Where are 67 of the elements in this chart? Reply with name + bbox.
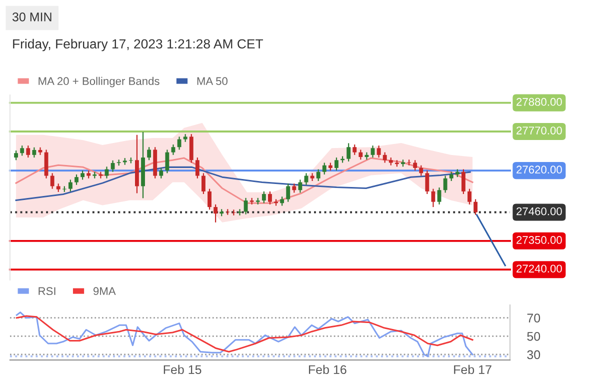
candlestick <box>468 188 472 205</box>
candlestick <box>208 188 212 210</box>
candlestick <box>449 171 454 182</box>
ref-line-label: 27620.00 <box>516 166 562 174</box>
legend-label: RSI <box>38 287 56 296</box>
legend-label: 9MA <box>93 287 116 296</box>
candlestick <box>334 156 338 172</box>
candlestick <box>26 144 30 158</box>
candlestick <box>280 196 284 206</box>
candlestick <box>437 186 442 205</box>
candlestick <box>443 175 448 194</box>
ref-line-label: 27880.00 <box>516 98 562 106</box>
legend-label: MA 20 + Bollinger Bands <box>38 76 160 88</box>
candlestick <box>322 162 326 176</box>
candlestick <box>147 146 152 161</box>
chart-subtitle: 30 MIN <box>12 12 52 22</box>
candlestick <box>425 170 430 195</box>
y-tick-label: 50 <box>527 332 540 341</box>
candlestick <box>50 172 54 190</box>
y-tick-label: 30 <box>527 350 540 360</box>
candlestick <box>382 152 387 164</box>
candlestick <box>20 144 24 156</box>
candlestick <box>195 156 200 179</box>
x-tick-label: Feb 16 <box>308 364 346 374</box>
candlestick <box>346 142 351 162</box>
ref-line-label: 27460.00 <box>516 207 562 216</box>
candlestick <box>298 179 302 194</box>
candlestick <box>189 134 194 164</box>
candlestick <box>316 168 320 182</box>
candlestick <box>364 152 369 160</box>
candlestick <box>262 190 266 204</box>
candlestick <box>268 190 272 205</box>
candlestick <box>165 149 170 174</box>
candlestick <box>171 144 176 156</box>
candlestick <box>202 172 206 195</box>
legend-label: MA 50 <box>197 77 228 86</box>
candlestick <box>159 167 164 179</box>
y-tick-label: 70 <box>527 314 540 322</box>
candlestick <box>413 160 418 172</box>
text: Friday, February 17, 2023 1:21:28 AM CET <box>13 38 264 52</box>
candlestick <box>474 198 478 216</box>
ref-line-label: 27770.00 <box>516 126 562 134</box>
ref-line-label: 27240.00 <box>516 264 562 273</box>
x-tick-label: Feb 15 <box>164 364 202 374</box>
candlestick <box>244 197 248 215</box>
candlestick <box>68 179 72 192</box>
candlestick <box>80 170 85 180</box>
candlestick <box>461 168 466 195</box>
candlestick <box>32 146 36 158</box>
x-tick-label: Feb 17 <box>454 364 492 374</box>
candlestick <box>232 209 236 216</box>
candlestick <box>376 144 381 158</box>
ref-line-label: 27350.00 <box>516 236 562 244</box>
candlestick <box>110 160 115 172</box>
candlestick <box>292 183 296 194</box>
candlestick <box>74 174 78 186</box>
candlestick <box>214 204 218 223</box>
candlestick <box>286 183 290 202</box>
candlestick <box>370 144 375 158</box>
candlestick <box>14 150 18 161</box>
candlestick <box>177 136 182 150</box>
candlestick <box>238 208 242 216</box>
candlestick <box>431 188 436 208</box>
candlestick <box>310 172 314 182</box>
candlestick <box>419 164 424 176</box>
candlestick <box>358 149 363 160</box>
candlestick <box>352 144 357 156</box>
